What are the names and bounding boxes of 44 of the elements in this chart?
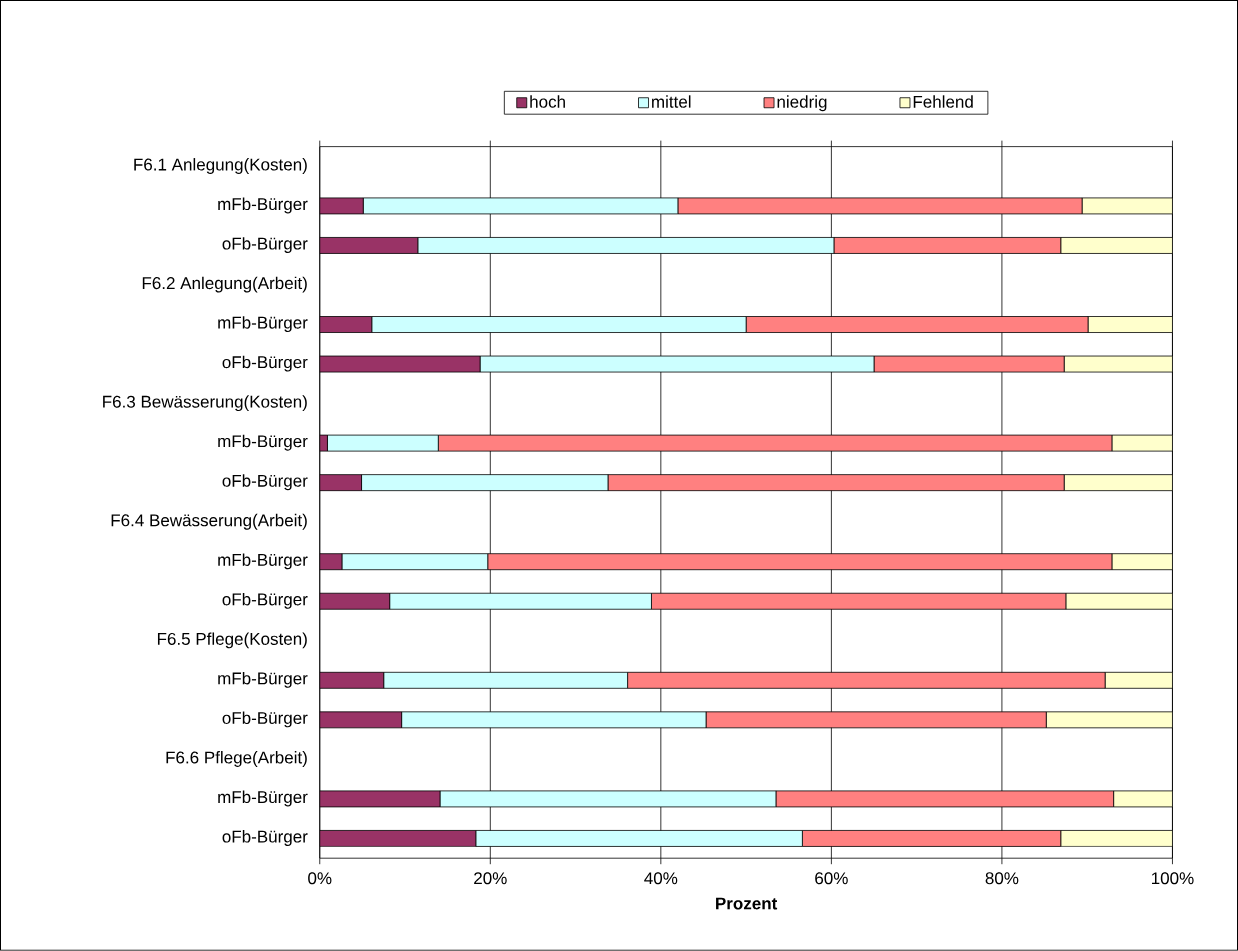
bar	[1060, 237, 1173, 254]
y-tick-label: oFb-Bürger	[222, 237, 308, 254]
bar	[1063, 474, 1173, 492]
y-tick-label: oFb-Bürger	[222, 593, 308, 609]
bar	[319, 592, 391, 610]
bar	[1087, 316, 1173, 334]
bar	[1045, 711, 1173, 729]
legend-label: mittel	[652, 95, 691, 108]
y-tick-label: F6.6 Pflege(Arbeit)	[166, 751, 307, 768]
bar	[319, 237, 419, 254]
y-tick-label: oFb-Bürger	[222, 355, 308, 372]
y-tick-label: F6.3 Bewässerung(Kosten)	[103, 395, 307, 412]
x-axis-title: Prozent	[716, 897, 778, 910]
y-tick-label: mFb-Bürger	[218, 553, 308, 570]
x-tick-label: 0%	[308, 872, 332, 885]
bar	[319, 672, 385, 689]
y-tick-label: F6.5 Pflege(Kosten)	[157, 632, 307, 649]
y-tick-label: mFb-Bürger	[218, 197, 308, 214]
x-tick-label: 100%	[1152, 872, 1194, 885]
x-tick-label: 20%	[474, 872, 507, 885]
y-tick-label: mFb-Bürger	[218, 672, 308, 688]
bar	[1111, 553, 1173, 571]
y-tick-label: oFb-Bürger	[222, 711, 308, 728]
bar	[319, 474, 362, 492]
bar	[319, 711, 403, 729]
y-tick-label: F6.2 Anlegung(Arbeit)	[142, 276, 307, 293]
y-tick-label: F6.4 Bewässerung(Arbeit)	[111, 513, 307, 530]
bar	[1065, 592, 1173, 610]
y-tick-label: mFb-Bürger	[218, 316, 308, 333]
y-tick-label: F6.1 Anlegung(Kosten)	[134, 158, 307, 175]
bar	[1060, 830, 1173, 847]
y-tick-label: oFb-Bürger	[222, 474, 308, 491]
bar	[319, 316, 373, 334]
bar	[1104, 672, 1173, 689]
y-tick-label: mFb-Bürger	[218, 434, 308, 451]
legend-label: hoch	[530, 95, 565, 108]
legend-label: niedrig	[777, 95, 827, 112]
bar	[319, 830, 477, 847]
y-tick-label: oFb-Bürger	[222, 830, 308, 847]
legend-label: Fehlend	[913, 95, 973, 108]
x-tick-label: 40%	[644, 872, 678, 885]
y-tick-label: mFb-Bürger	[218, 790, 308, 807]
x-tick-label: 80%	[985, 872, 1019, 885]
x-tick-label: 60%	[815, 872, 848, 885]
